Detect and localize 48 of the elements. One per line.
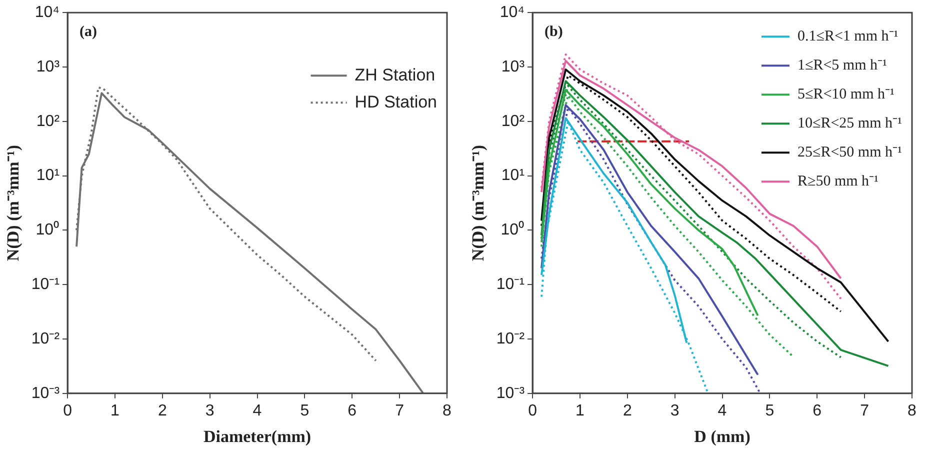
x-tick-label: 5 [765, 402, 774, 420]
x-tick-label: 0 [528, 402, 538, 420]
x-tick-label: 8 [442, 402, 452, 420]
y-tick-label: 10⁻¹ [31, 276, 60, 294]
y-tick-label: 10¹ [501, 167, 525, 184]
annotation: (a) [80, 24, 98, 40]
x-axis-title: Diameter(mm) [203, 427, 312, 446]
x-tick-label: 5 [300, 402, 310, 420]
x-tick-label: 6 [348, 402, 357, 420]
legend-label: 25≤R<50 mm h⁻¹ [797, 144, 902, 161]
y-tick-label: 10¹ [36, 167, 60, 184]
y-tick-label: 10⁻² [31, 330, 60, 348]
legend-label: 10≤R<25 mm h⁻¹ [797, 116, 902, 132]
y-tick-label: 10⁻² [496, 330, 526, 348]
x-tick-label: 4 [252, 402, 262, 420]
y-axis-title: N(D) (m⁻³mm⁻¹) [468, 144, 488, 262]
x-tick-label: 7 [860, 402, 870, 420]
y-tick-label: 10⁻¹ [496, 276, 525, 294]
x-tick-label: 1 [110, 402, 120, 420]
legend-label: 0.1≤R<1 mm h⁻¹ [797, 28, 898, 45]
y-tick-label: 10⁻³ [31, 384, 60, 402]
annotation: (b) [544, 24, 563, 40]
y-tick-label: 10⁻³ [496, 384, 526, 402]
legend-label: HD Station [354, 92, 437, 112]
x-tick-label: 3 [670, 402, 680, 420]
y-tick-label: 10³ [36, 58, 60, 76]
x-tick-label: 2 [622, 402, 632, 420]
y-axis-title: N(D) (m⁻³mm⁻¹) [4, 144, 23, 262]
y-tick-label: 10² [36, 112, 60, 130]
x-tick-label: 0 [63, 402, 72, 420]
y-tick-label: 10² [501, 112, 526, 130]
x-tick-label: 1 [576, 402, 585, 420]
y-tick-label: 10⁰ [36, 220, 60, 239]
y-tick-label: 10⁴ [34, 4, 60, 22]
legend-label: 5≤R<10 mm h⁻¹ [797, 86, 894, 103]
y-tick-label: 10⁰ [500, 220, 525, 239]
x-axis-title: D (mm) [694, 427, 750, 446]
x-tick-label: 4 [718, 402, 727, 420]
x-tick-label: 2 [158, 402, 167, 420]
x-tick-label: 7 [395, 402, 404, 420]
x-tick-label: 6 [812, 402, 822, 420]
legend-label: ZH Station [354, 65, 436, 84]
x-tick-label: 3 [205, 402, 214, 420]
legend-label: R≥50 mm h⁻¹ [797, 174, 879, 190]
x-tick-label: 8 [908, 402, 917, 420]
legend-label: 1≤R<5 mm h⁻¹ [797, 58, 887, 74]
y-tick-label: 10³ [501, 58, 526, 76]
y-tick-label: 10⁴ [500, 4, 525, 22]
